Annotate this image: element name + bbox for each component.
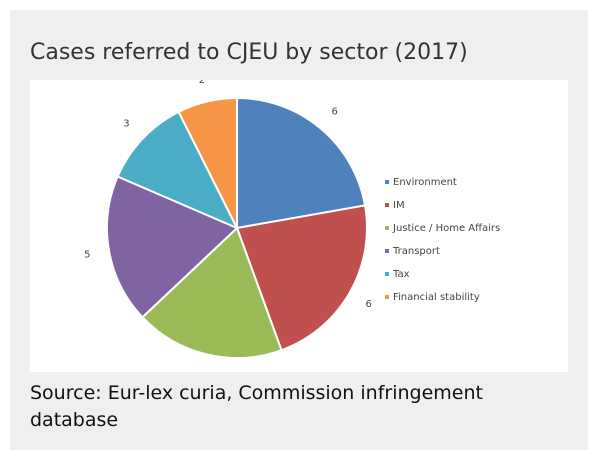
pie-slice — [177, 96, 238, 229]
legend-swatch — [385, 203, 389, 207]
legend-swatch — [385, 272, 389, 276]
pie-slice — [236, 96, 367, 230]
legend-swatch — [385, 226, 389, 230]
legend-swatch — [385, 249, 389, 253]
data-label: 2 — [199, 80, 205, 86]
pie-slice — [116, 110, 240, 231]
panel: Cases referred to CJEU by sector (2017) … — [10, 10, 588, 450]
legend-swatch — [385, 295, 389, 299]
chart-title: Cases referred to CJEU by sector (2017) — [30, 40, 468, 65]
legend-label: Financial stability — [393, 292, 480, 303]
data-label: 6 — [365, 299, 371, 310]
legend-label: Transport — [392, 246, 440, 257]
pie-slice — [141, 226, 283, 359]
data-label: 6 — [332, 107, 338, 118]
pie-slice — [106, 175, 239, 319]
pie-slice — [235, 204, 368, 352]
legend-label: IM — [393, 200, 405, 211]
legend-swatch — [385, 180, 389, 184]
chart: 6 6 5 5 3 2 Environment IM Justice / Home Affair… — [30, 80, 568, 372]
legend-label: Environment — [393, 177, 457, 188]
data-label: 5 — [199, 371, 205, 372]
source-note: Source: Eur-lex curia, Commission infrin… — [30, 382, 483, 431]
legend-label: Justice / Home Affairs — [392, 223, 500, 234]
data-label: 5 — [84, 249, 90, 260]
data-label: 3 — [123, 119, 129, 130]
legend-label: Tax — [392, 269, 410, 280]
